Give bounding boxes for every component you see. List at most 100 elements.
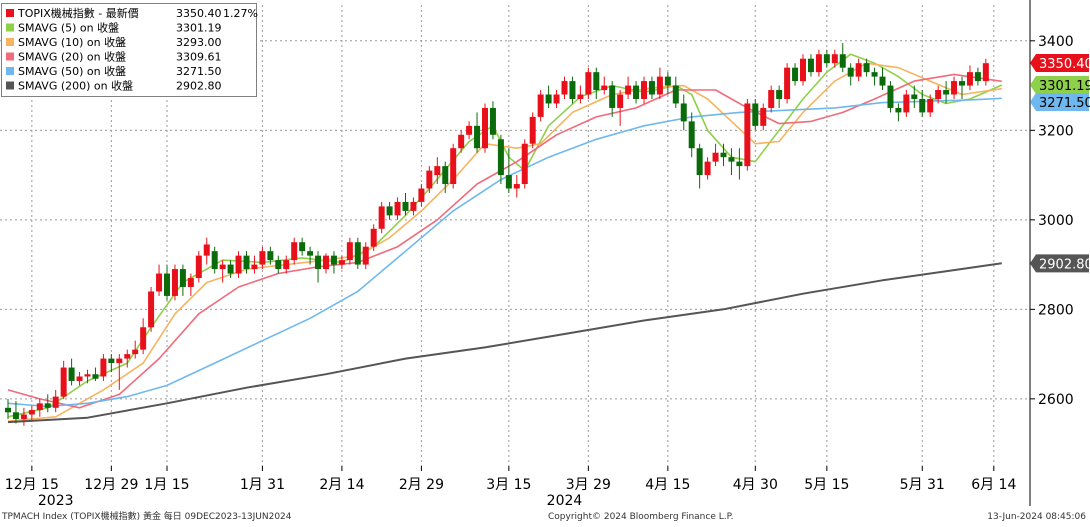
candle (879, 67, 886, 91)
legend: TOPIX機械指數 - 最新價 3350.40 1.27%SMAVG (5) on … (1, 3, 258, 97)
candle (688, 112, 695, 158)
candle (847, 63, 854, 86)
candle-body (12, 412, 19, 420)
candle-body (140, 327, 147, 350)
legend-label: SMAVG (200) on 收盤 (18, 79, 133, 93)
candle-body (760, 107, 767, 126)
candle-body (521, 143, 528, 185)
candle-body (235, 255, 242, 274)
legend-swatch (6, 52, 14, 61)
candle (895, 103, 902, 122)
candle-body (60, 367, 67, 397)
candle-body (370, 228, 377, 247)
series-line (7, 62, 1002, 422)
candle-body (275, 260, 282, 270)
candle-body (728, 157, 735, 162)
candle-body (847, 67, 854, 77)
candle (529, 112, 536, 149)
candle (656, 67, 663, 99)
candle (148, 286, 155, 332)
candle (12, 401, 19, 424)
candle-body (776, 90, 783, 99)
candle-body (227, 264, 234, 274)
candle (696, 143, 703, 189)
candle-body (688, 121, 695, 149)
candle-body (291, 242, 298, 261)
candle-body (386, 206, 393, 216)
candle (36, 398, 43, 417)
candle (704, 157, 711, 180)
candle-body (267, 251, 274, 261)
price-tag: 3301.19 (1030, 76, 1090, 95)
candle-body (593, 72, 600, 91)
candle-body (807, 58, 814, 73)
candle (553, 90, 560, 108)
candle (267, 246, 274, 265)
y-tick-label: 3400 (1038, 34, 1074, 50)
candle (370, 224, 377, 252)
candle-body (648, 81, 655, 95)
x-tick-label: 4月 30 (733, 477, 778, 493)
candle (768, 85, 775, 113)
footer: TPMACH Index (TOPIX機械指數) 黃金 每日 09DEC2023… (1, 510, 1086, 522)
candle (76, 372, 83, 386)
candle (974, 67, 981, 86)
candle (156, 264, 163, 296)
candle (712, 143, 719, 167)
candle (227, 260, 234, 279)
candle-body (458, 134, 465, 149)
candle-body (887, 85, 894, 108)
candle (601, 76, 608, 95)
candle (482, 103, 488, 153)
legend-box (1, 3, 257, 97)
legend-item: SMAVG (200) on 收盤 2902.80 (6, 79, 222, 93)
candle (386, 201, 393, 220)
candle (792, 63, 799, 86)
price-tag-box (1030, 93, 1089, 112)
legend-swatch (6, 81, 14, 90)
legend-value: 3309.61 (176, 51, 222, 64)
candle (100, 354, 107, 381)
candle-body (132, 349, 139, 355)
candle (760, 103, 767, 131)
candle (919, 90, 926, 117)
candle-body (148, 291, 155, 328)
candle (664, 72, 671, 95)
candle (982, 58, 989, 86)
legend-item: SMAVG (10) on 收盤 3293.00 (6, 35, 222, 49)
candle-body (243, 255, 250, 270)
candle-body (171, 269, 178, 296)
candle (545, 85, 552, 108)
legend-change: 1.27% (223, 7, 258, 20)
price-tag: 3271.50 (1030, 93, 1090, 112)
candle (259, 246, 266, 270)
candle-body (839, 54, 846, 68)
candle-body (672, 85, 679, 104)
x-tick-label: 5月 31 (900, 477, 945, 493)
candle (211, 246, 218, 274)
legend-swatch (6, 38, 14, 46)
candle (951, 76, 958, 99)
candle-body (187, 278, 194, 287)
candle (943, 81, 950, 104)
candle (179, 264, 186, 296)
price-tag-text: 3350.40 (1039, 57, 1090, 72)
candle (617, 90, 624, 126)
candle-body (935, 90, 942, 99)
candle (489, 101, 496, 140)
candle-body (36, 403, 43, 411)
candle (323, 253, 329, 274)
legend-label: SMAVG (50) on 收盤 (18, 64, 126, 78)
legend-swatch (6, 9, 14, 17)
candle-body (442, 166, 449, 185)
candle (251, 255, 258, 274)
candle-body (354, 242, 361, 265)
candle (927, 94, 934, 117)
candle (275, 255, 282, 274)
candle (815, 49, 822, 77)
candle (434, 157, 441, 185)
candle (633, 81, 640, 104)
price-tag-box (1030, 254, 1089, 273)
candle (108, 354, 115, 373)
candle (291, 237, 298, 265)
